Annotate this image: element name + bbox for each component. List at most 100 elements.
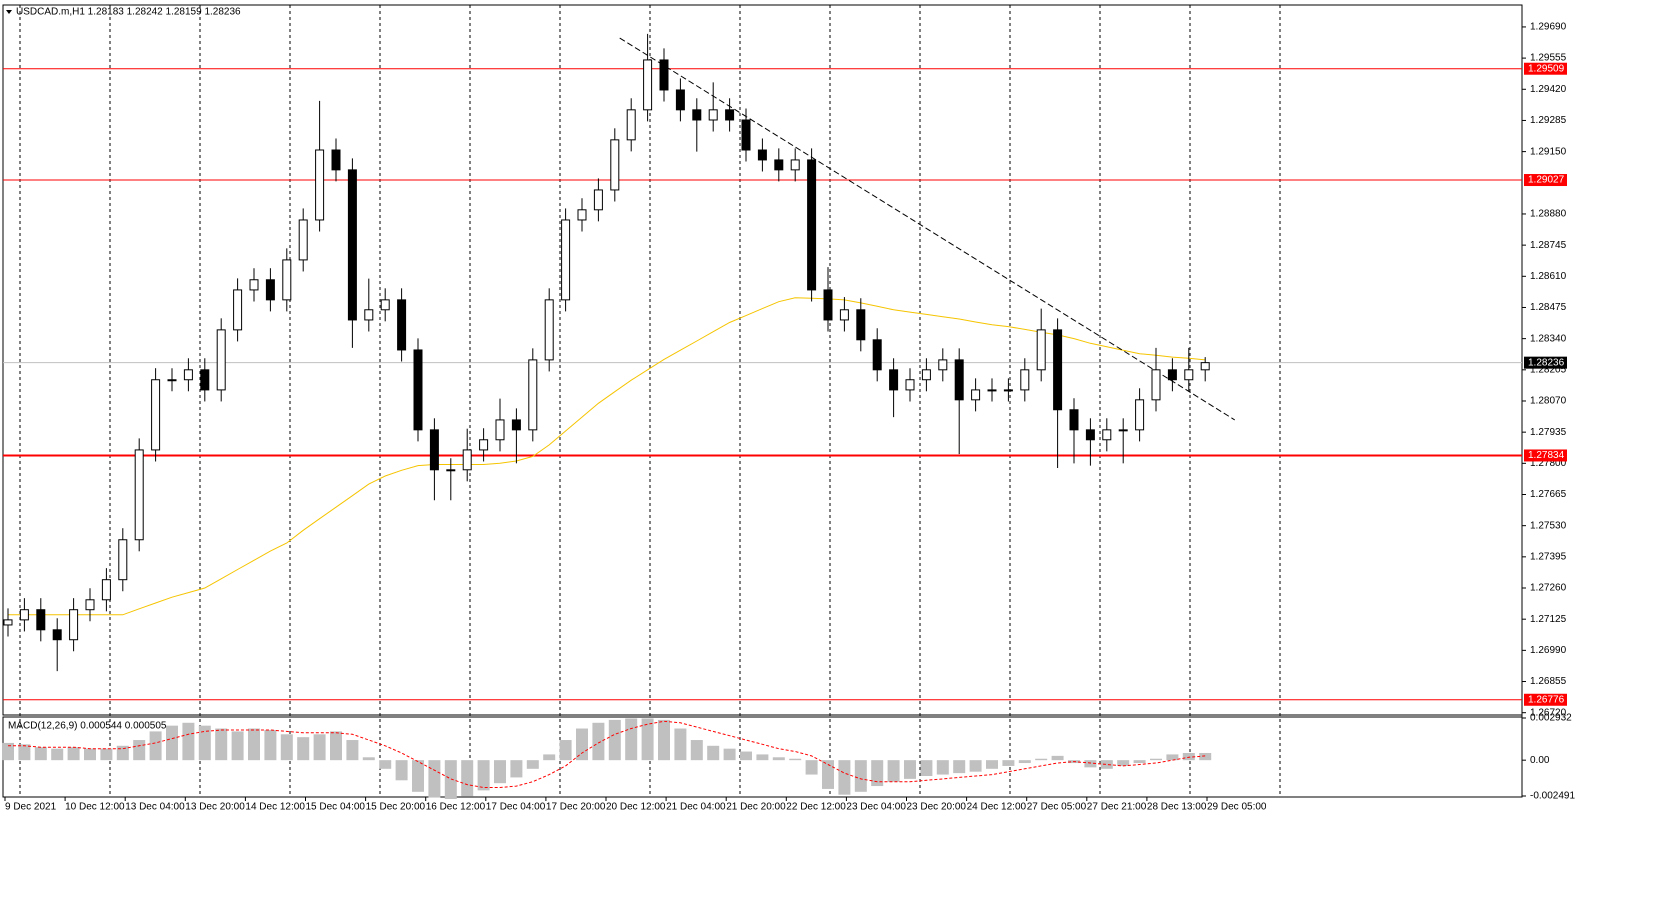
candle-body [479,439,489,451]
x-tick-label: 9 Dec 2021 [5,802,57,813]
macd-bar [789,758,802,761]
candle-body [52,629,62,641]
macd-bar [510,760,523,778]
macd-bar [1084,760,1097,768]
candle-body [807,159,817,291]
candle-body [856,309,866,341]
macd-bar [920,760,933,776]
x-tick-label: 17 Dec 20:00 [546,802,606,813]
candle-body [610,139,620,191]
x-tick-label: 13 Dec 04:00 [125,802,185,813]
x-tick-label: 14 Dec 12:00 [245,802,305,813]
macd-bar [477,760,490,791]
candle-body [298,219,308,261]
candle-body [1020,369,1030,391]
macd-bar [1166,754,1179,761]
macd-bar [494,760,506,784]
candle-body [1135,399,1145,431]
candle-body [151,379,161,451]
macd-bar [248,728,260,761]
macd-bar [543,754,556,761]
macd-bar [887,760,900,782]
macd-bar [526,760,539,769]
candle-body [265,279,275,301]
macd-bar [576,728,588,761]
macd-bar [1002,760,1015,766]
candle-body [675,89,685,111]
level-label: 1.27834 [1528,450,1565,461]
candle-body [1200,362,1210,371]
y-tick-label: 1.27395 [1530,551,1567,562]
current-price-label: 1.28236 [1528,357,1565,368]
y-tick-label: 1.27125 [1530,614,1567,625]
macd-bar [969,760,982,772]
candle-body [216,329,226,391]
macd-bar [313,734,326,761]
level-box [1524,174,1567,187]
candle-body [397,299,407,351]
candle-body [1167,369,1177,381]
macd-bar [608,719,621,761]
macd-bar [51,748,64,761]
macd-bar [1133,760,1146,764]
candle-body [1085,429,1095,441]
main-panel [2,4,1523,716]
candle-body [36,609,46,631]
current-price-box [1524,356,1567,369]
macd-bar [690,740,703,761]
macd-bar [772,757,785,761]
candle-body [1118,429,1128,432]
candle-body [282,259,292,301]
candle-body [183,369,193,381]
trendline [619,37,1235,421]
level-label: 1.26776 [1528,694,1565,705]
candle-body [101,579,111,601]
candle-body [938,359,948,371]
macd-bar [346,740,359,761]
candle-body [872,339,882,371]
candle-body [643,59,653,111]
macd-bar [34,747,47,761]
candle-body [429,429,439,471]
candle-body [462,449,472,471]
macd-label: MACD(12,26,9) 0.000544 0.000505 [8,721,167,732]
menu-arrow[interactable] [6,10,12,14]
candle-body [528,359,538,431]
x-tick-label: 21 Dec 04:00 [666,802,726,813]
candle-body [331,149,341,171]
candle-body [134,449,144,541]
candle-body [69,609,79,641]
x-tick-label: 10 Dec 12:00 [65,802,125,813]
x-tick-label: 21 Dec 20:00 [726,802,786,813]
y-tick-label: 1.28475 [1530,302,1567,313]
candle-body [495,419,505,441]
level-label: 1.29509 [1528,63,1565,74]
x-tick-label: 20 Dec 12:00 [606,802,666,813]
candle-body [790,159,800,171]
macd-bar [182,722,195,761]
level-box [1524,449,1567,462]
macd-bar [1182,752,1195,761]
candle-body [118,539,128,581]
x-tick-label: 24 Dec 12:00 [967,802,1027,813]
macd-bar [362,757,375,761]
level-box [1524,693,1567,706]
macd-bar [412,760,424,792]
x-tick-label: 13 Dec 20:00 [185,802,245,813]
y-tick-label: 1.29285 [1530,115,1567,126]
candle-body [626,109,636,141]
candle-body [1036,329,1046,371]
macd-bar [936,760,949,775]
macd-bar [461,760,474,797]
candle-body [446,469,456,472]
macd-bar [84,748,96,761]
candle-body [3,619,13,626]
y-tick-label: 1.29555 [1530,53,1567,64]
candle-body [364,309,374,321]
candle-body [757,149,767,161]
candle-body [839,309,849,321]
macd-bar [2,742,14,761]
candle-body [725,109,735,121]
macd-bar [986,760,998,769]
